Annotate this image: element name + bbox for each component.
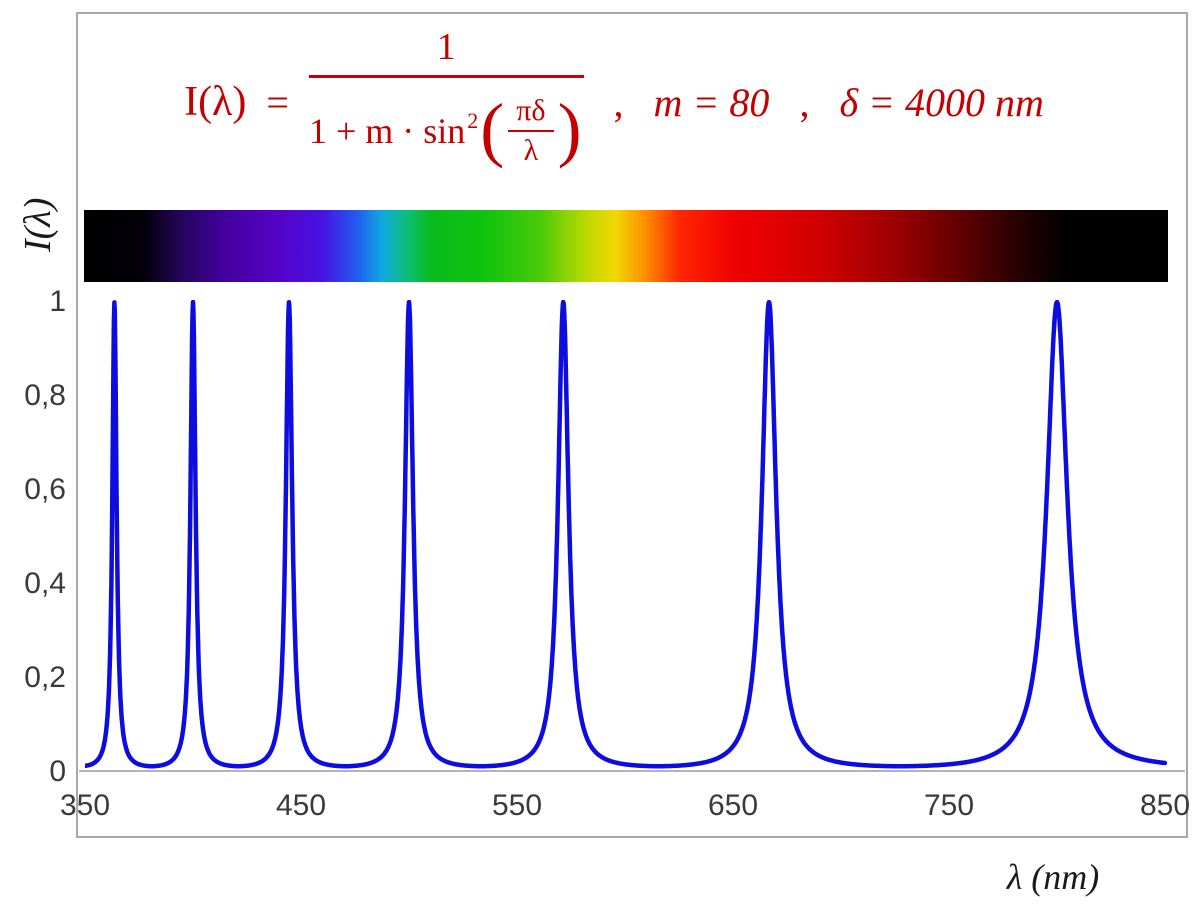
x-tick-label: 550: [491, 789, 543, 822]
formula: I(λ) = 1 1 + m · sin2 ( πδ λ ) , m = 80 …: [78, 24, 1184, 180]
fraction-numerator: 1: [308, 25, 584, 78]
y-tick-label: 0,6: [24, 473, 66, 506]
formula-separator-1: ,: [613, 79, 624, 125]
y-tick-label: 0: [49, 755, 66, 788]
inner-numerator: πδ: [508, 94, 554, 132]
denominator-prefix: 1 + m · sin: [308, 110, 466, 151]
plot-area: [85, 300, 1167, 769]
left-paren: (: [480, 88, 505, 169]
formula-equals: =: [266, 79, 289, 125]
denominator-text: 1 + m · sin2: [308, 107, 479, 152]
denominator-exponent: 2: [467, 107, 479, 133]
x-tick-label: 850: [1139, 789, 1191, 822]
x-tick-label: 650: [707, 789, 759, 822]
formula-separator-2: ,: [799, 79, 810, 125]
y-tick-label: 0,4: [24, 567, 66, 600]
y-tick-label: 0,2: [24, 661, 66, 694]
right-paren: ): [557, 88, 582, 169]
x-axis-label: λ (nm): [1006, 857, 1100, 897]
formula-fraction: 1 1 + m · sin2 ( πδ λ ): [308, 25, 584, 180]
y-axis-label: I(λ): [17, 197, 59, 252]
inner-denominator: λ: [523, 133, 539, 167]
param-m: m = 80: [653, 79, 770, 125]
chart-frame: [76, 12, 1188, 838]
x-tick-label: 350: [59, 789, 111, 822]
spectrum-bar: [84, 210, 1168, 282]
x-axis-line: [79, 770, 1185, 772]
fraction-denominator: 1 + m · sin2 ( πδ λ ): [309, 78, 584, 180]
inner-fraction: πδ λ: [508, 94, 554, 168]
x-tick-label: 750: [923, 789, 975, 822]
x-tick-label: 450: [275, 789, 327, 822]
y-tick-label: 1: [49, 285, 66, 318]
y-tick-label: 0,8: [24, 379, 66, 412]
param-delta: δ = 4000 nm: [839, 79, 1044, 125]
intensity-curve: [85, 300, 1167, 769]
formula-lhs: I(λ): [184, 79, 247, 125]
